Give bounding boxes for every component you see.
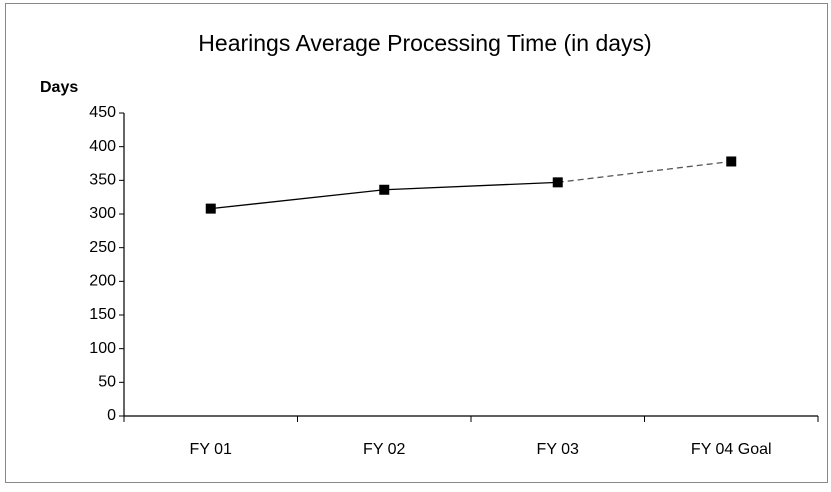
y-tick-label: 450 [89,104,116,121]
y-tick-label: 50 [98,374,116,391]
y-axis-label: Days [40,79,78,96]
point-marker [552,177,563,188]
x-tick-label: FY 02 [363,441,406,458]
y-tick-label: 0 [107,407,116,424]
x-tick-label: FY 03 [537,441,580,458]
chart-frame [5,3,828,483]
y-tick-label: 400 [89,138,116,155]
x-tick-label: FY 01 [190,441,233,458]
y-tick-label: 300 [89,205,116,222]
y-tick-label: 100 [89,340,116,357]
line-segment [384,181,558,191]
line-segment [210,189,385,210]
line-segment [557,160,732,183]
y-tick-label: 250 [89,239,116,256]
chart-title: Hearings Average Processing Time (in day… [198,30,651,56]
x-tick-label: FY 04 Goal [691,441,772,458]
y-tick-label: 200 [89,273,116,290]
y-tick-label: 150 [89,306,116,323]
point-marker [726,156,737,167]
point-marker [379,184,390,195]
y-tick-label: 350 [89,172,116,189]
point-marker [205,203,216,214]
